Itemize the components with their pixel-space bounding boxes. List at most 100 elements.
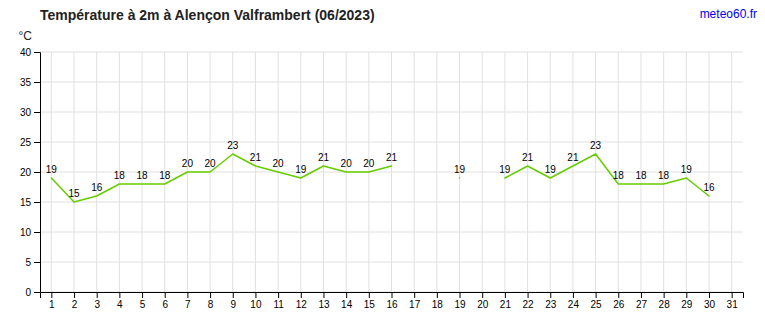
data-label: 18 <box>159 170 171 181</box>
y-tick-mark <box>34 112 40 113</box>
x-tick: 12 <box>296 292 308 310</box>
y-tick-label: 30 <box>20 107 32 118</box>
x-tick-mark <box>596 292 597 298</box>
x-tick: 5 <box>140 292 146 310</box>
x-tick-label: 24 <box>568 299 580 310</box>
x-tick: 14 <box>341 292 353 310</box>
y-tick-mark <box>34 172 40 173</box>
data-label: 18 <box>136 170 148 181</box>
x-tick-mark <box>51 292 52 298</box>
y-tick-mark <box>34 232 40 233</box>
grid-line-x <box>572 52 573 292</box>
y-tick-label: 40 <box>20 47 32 58</box>
x-tick-label: 4 <box>117 299 123 310</box>
x-tick: 6 <box>162 292 168 310</box>
x-tick-label: 27 <box>636 299 648 310</box>
marks <box>51 154 709 202</box>
x-tick: 24 <box>568 292 580 310</box>
data-label: 23 <box>227 140 239 151</box>
x-tick: 10 <box>250 292 262 310</box>
data-label: 18 <box>613 170 625 181</box>
x-tick-label: 5 <box>140 299 146 310</box>
x-tick-mark <box>97 292 98 298</box>
x-tick-mark <box>664 292 665 298</box>
y-tick: 15 <box>20 197 40 208</box>
y-tick-label: 10 <box>20 227 32 238</box>
x-tick: 23 <box>545 292 557 310</box>
x-tick-label: 17 <box>409 299 421 310</box>
y-tick-mark <box>34 52 40 53</box>
x-tick: 21 <box>500 292 512 310</box>
y-tick: 0 <box>25 287 40 298</box>
data-label: 21 <box>318 152 330 163</box>
data-label: 19 <box>46 164 58 175</box>
data-label: 19 <box>454 164 466 175</box>
x-tick-mark <box>392 292 393 298</box>
x-tick-label: 25 <box>591 299 603 310</box>
x-tick-mark <box>165 292 166 298</box>
data-label: 15 <box>68 188 80 199</box>
x-tick-label: 23 <box>545 299 557 310</box>
x-tick-mark <box>528 292 529 298</box>
x-tick-label: 26 <box>613 299 625 310</box>
x-tick-label: 15 <box>364 299 376 310</box>
grid <box>40 52 743 292</box>
grid-line-x <box>74 52 75 292</box>
x-tick: 18 <box>432 292 444 310</box>
data-label: 16 <box>91 182 103 193</box>
x-tick-mark <box>119 292 120 298</box>
y-tick-label: 0 <box>25 287 31 298</box>
x-tick-mark <box>187 292 188 298</box>
y-tick-label: 20 <box>20 167 32 178</box>
x-tick: 26 <box>613 292 625 310</box>
x-tick-mark <box>686 292 687 298</box>
y-tick-label: 5 <box>25 257 31 268</box>
x-tick-label: 8 <box>208 299 214 310</box>
data-label: 19 <box>545 164 557 175</box>
x-tick-label: 28 <box>659 299 671 310</box>
x-tick: 27 <box>636 292 648 310</box>
y-tick: 5 <box>25 257 40 268</box>
x-tick: 25 <box>591 292 603 310</box>
y-tick-mark <box>34 142 40 143</box>
x-tick-label: 18 <box>432 299 444 310</box>
grid-line-x <box>323 52 324 292</box>
data-label: 19 <box>681 164 693 175</box>
x-tick-label: 11 <box>273 299 284 310</box>
data-label: 21 <box>567 152 579 163</box>
y-tick: 30 <box>20 107 40 118</box>
x-tick-label: 3 <box>94 299 100 310</box>
y-tick-mark <box>34 262 40 263</box>
y-tick-label: 35 <box>20 77 32 88</box>
data-label: 20 <box>363 158 375 169</box>
x-tick-mark <box>346 292 347 298</box>
x-tick: 4 <box>117 292 123 310</box>
grid-line-x <box>527 52 528 292</box>
x-tick-mark <box>550 292 551 298</box>
x-tick-mark <box>255 292 256 298</box>
x-tick: 13 <box>318 292 330 310</box>
x-tick-mark <box>482 292 483 298</box>
grid-line-x <box>482 52 483 292</box>
data-label: 18 <box>114 170 126 181</box>
x-tick-mark <box>278 292 279 298</box>
data-labels: 1915161818182020232120192120202119192119… <box>46 140 715 199</box>
x-tick-mark <box>74 292 75 298</box>
x-tick-mark <box>641 292 642 298</box>
x-tick-mark <box>323 292 324 298</box>
x-tick: 31 <box>727 292 739 310</box>
x-tick-label: 6 <box>162 299 168 310</box>
data-label: 21 <box>386 152 398 163</box>
y-axis-label: °C <box>19 29 33 43</box>
y-tick: 25 <box>20 137 40 148</box>
x-tick-label: 20 <box>477 299 489 310</box>
x-tick-mark <box>460 292 461 298</box>
x-tick-label: 13 <box>318 299 330 310</box>
x-tick-mark <box>369 292 370 298</box>
x-tick-label: 22 <box>523 299 535 310</box>
x-tick: 20 <box>477 292 489 310</box>
x-tick: 3 <box>94 292 100 310</box>
x-tick-label: 1 <box>49 299 55 310</box>
x-tick: 11 <box>273 292 284 310</box>
data-label: 16 <box>703 182 715 193</box>
